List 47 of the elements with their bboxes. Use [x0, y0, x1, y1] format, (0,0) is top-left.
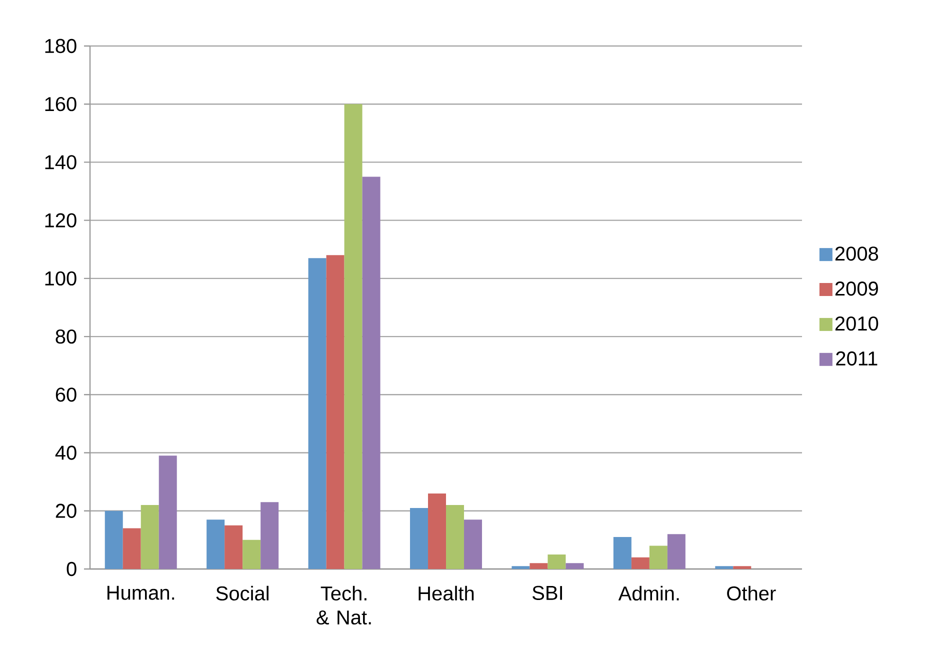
bar — [362, 176, 380, 569]
x-tick-label: Social — [216, 586, 268, 601]
bar — [446, 505, 464, 569]
legend-label: 2010 — [835, 316, 878, 331]
bar — [464, 520, 482, 569]
bar — [530, 563, 548, 569]
y-tick-label: 0 — [66, 562, 76, 576]
y-tick-label: 160 — [45, 97, 76, 112]
bar — [104, 510, 123, 569]
bar — [122, 528, 141, 569]
x-tick-label: Health — [418, 586, 474, 601]
legend-label: 2008 — [835, 246, 878, 261]
bar — [206, 520, 225, 569]
bar — [158, 456, 177, 569]
bar — [260, 502, 279, 569]
x-tick-label: Human. — [107, 586, 174, 600]
bar — [140, 505, 159, 569]
y-tick-label: 40 — [55, 446, 76, 460]
bar — [326, 255, 344, 569]
bar — [224, 525, 243, 569]
bar — [649, 546, 668, 569]
bar — [566, 563, 584, 569]
bar — [410, 508, 428, 569]
bar — [631, 557, 650, 569]
y-tick-label: 180 — [45, 38, 76, 54]
x-tick-label: Tech. & Nat. — [316, 586, 371, 625]
y-tick-label: 60 — [56, 388, 76, 402]
y-tick-label: 100 — [45, 271, 76, 286]
y-tick-label: 80 — [56, 329, 76, 344]
bar — [733, 566, 752, 569]
bar — [613, 537, 632, 569]
bar — [715, 566, 734, 569]
bar — [242, 540, 261, 569]
x-tick-label: Other — [727, 586, 776, 601]
bar — [344, 104, 362, 569]
bar — [667, 534, 686, 569]
y-tick-label: 140 — [45, 155, 76, 170]
x-tick-label: Admin. — [618, 586, 679, 601]
bar — [548, 554, 566, 569]
bar — [512, 566, 530, 569]
legend-label: 2011 — [836, 351, 878, 366]
bar — [428, 493, 446, 569]
y-tick-label: 120 — [45, 213, 76, 228]
y-tick-label: 20 — [56, 504, 76, 518]
bar — [308, 258, 326, 569]
x-tick-label: SBI — [532, 586, 562, 600]
legend-label: 2009 — [835, 282, 878, 296]
